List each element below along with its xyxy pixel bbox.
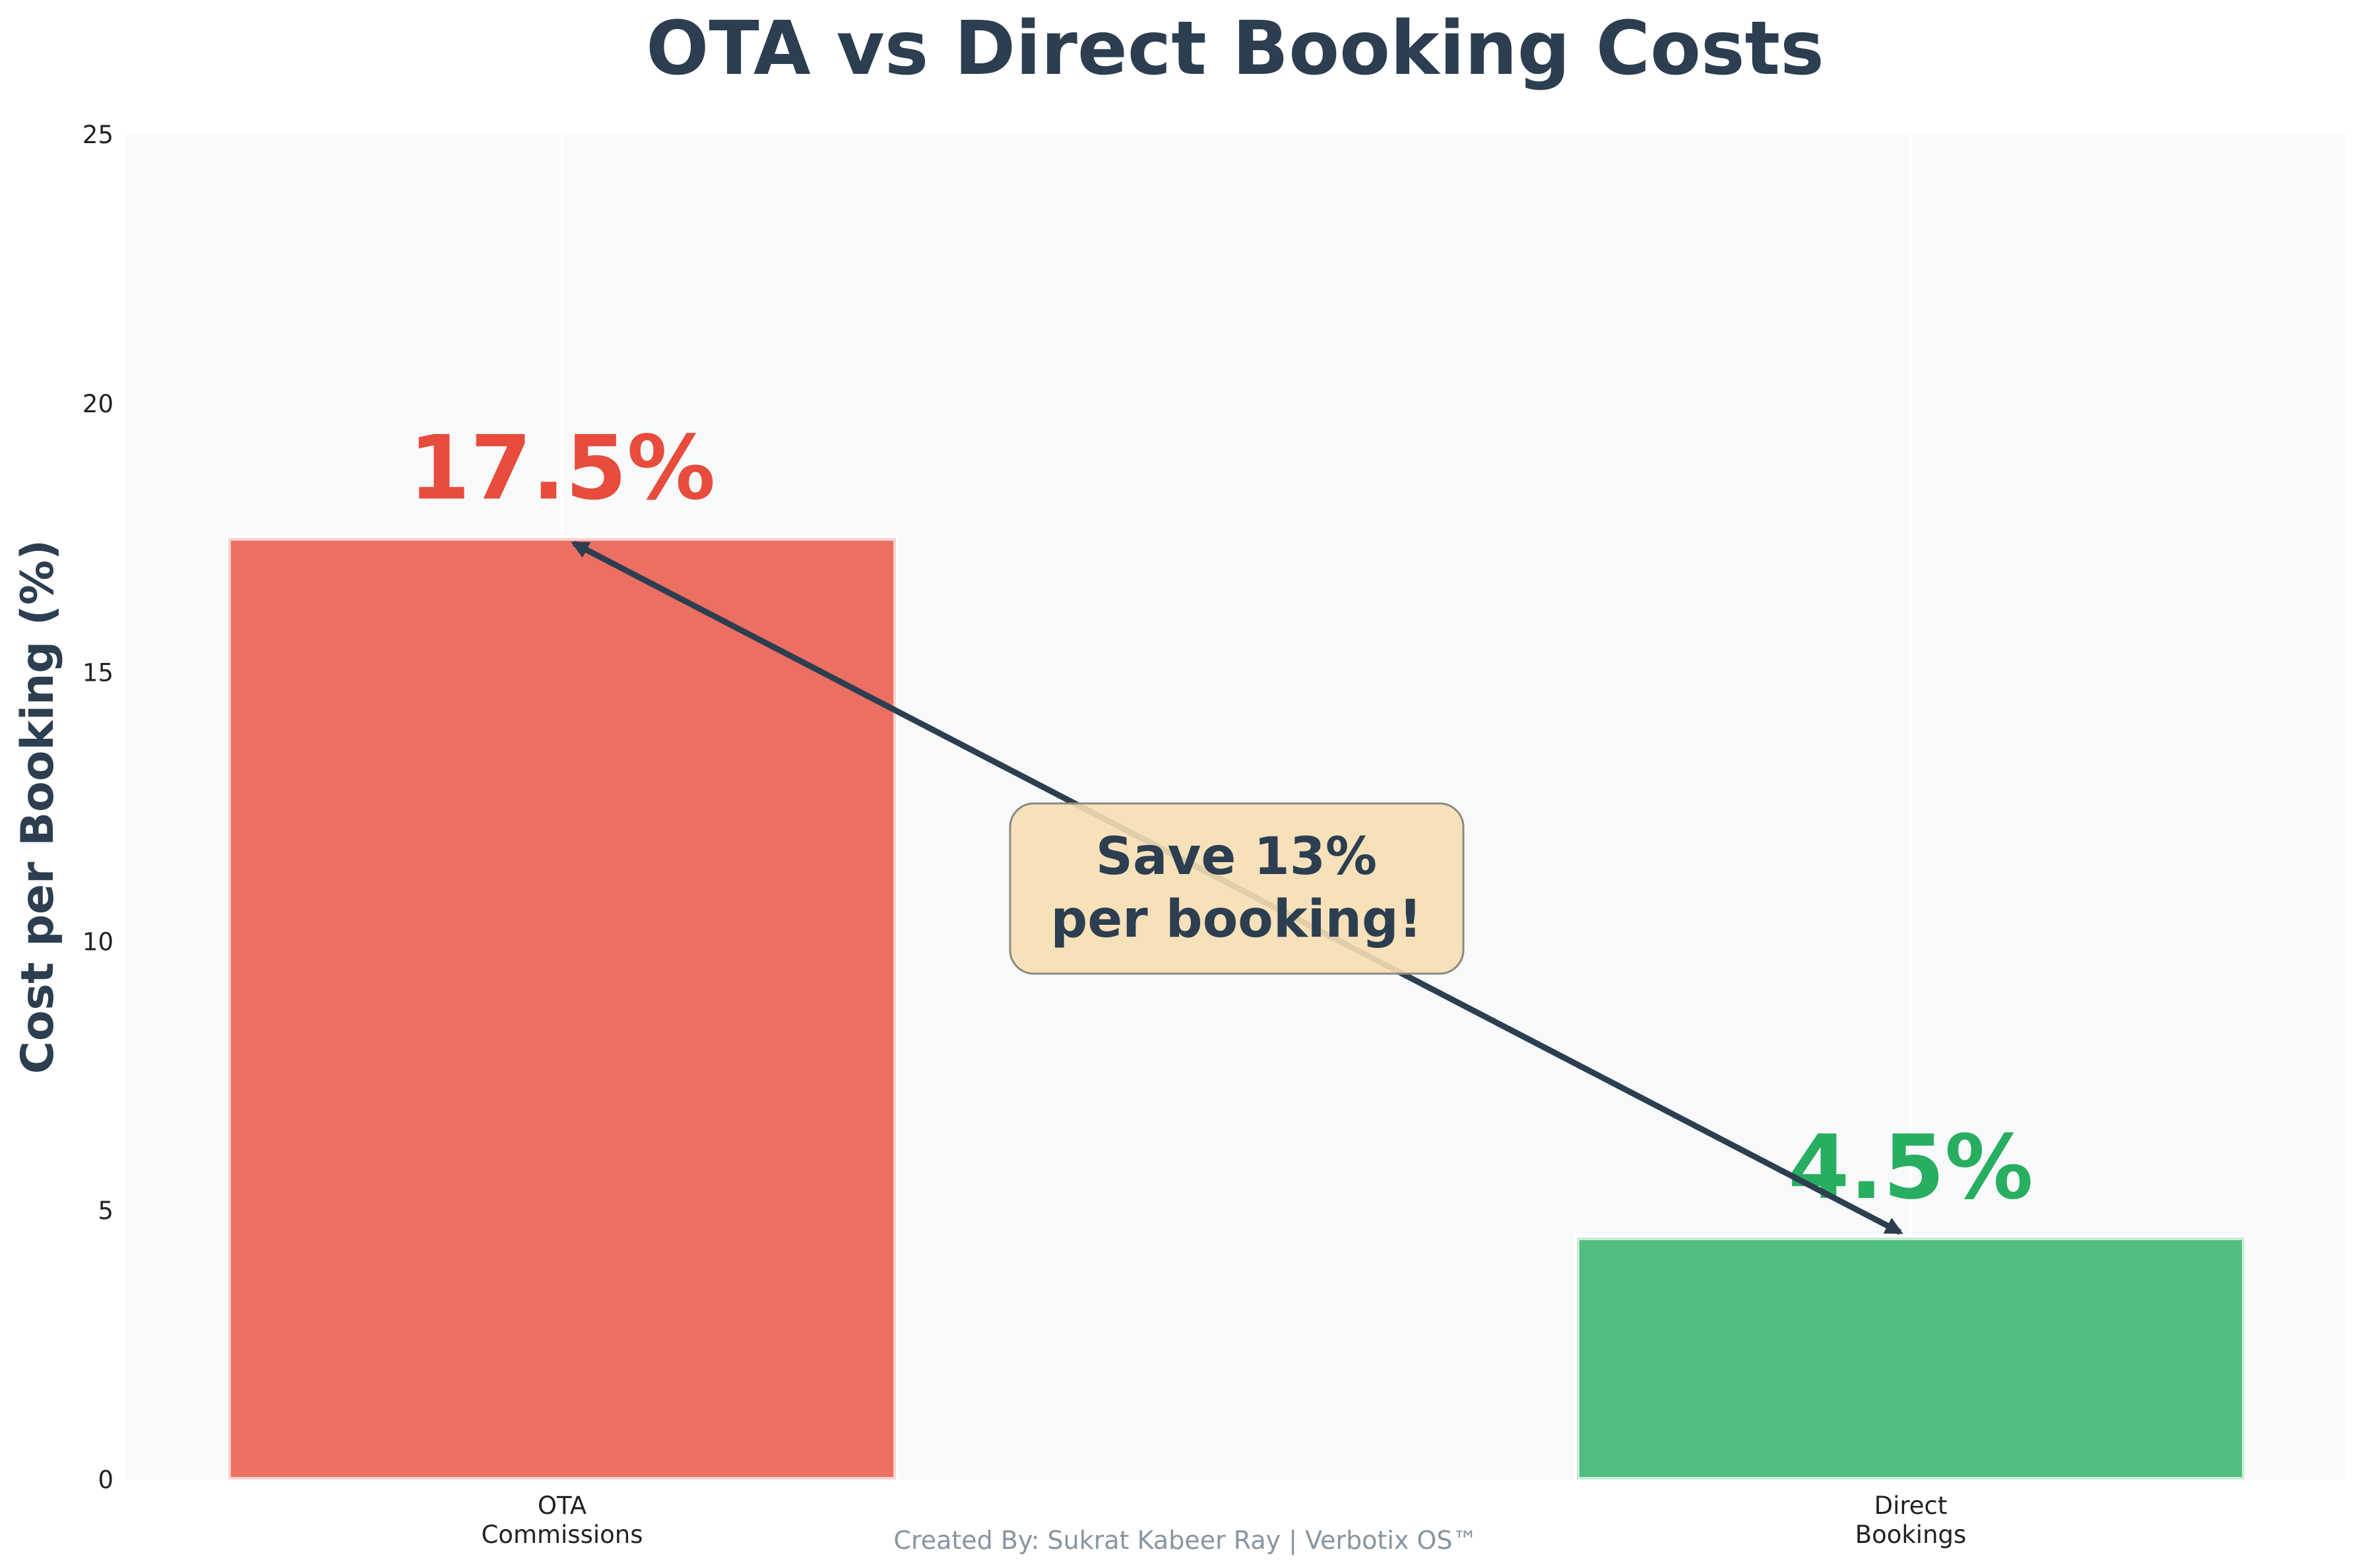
y-tick-label: 0: [98, 1466, 113, 1494]
x-tick-label: Bookings: [1855, 1521, 1967, 1549]
y-tick-label: 20: [82, 390, 113, 418]
y-axis-label: Cost per Booking (%): [12, 540, 64, 1074]
x-tick-label: Commissions: [481, 1521, 643, 1549]
bar-1: [1574, 1234, 2247, 1482]
value-label: 17.5%: [409, 417, 716, 520]
value-label: 4.5%: [1788, 1116, 2033, 1219]
x-tick-label: OTA: [538, 1491, 587, 1520]
chart-title: OTA vs Direct Booking Costs: [646, 6, 1824, 92]
annotation-box: Save 13% per booking!: [1009, 802, 1465, 975]
y-tick-label: 15: [82, 659, 113, 687]
x-tick-label: Direct: [1874, 1491, 1948, 1520]
annotation-line-2: per booking!: [1051, 890, 1422, 949]
bar-0: [226, 535, 899, 1483]
y-tick-label: 25: [82, 121, 113, 149]
footer-credit: Created By: Sukrat Kabeer Ray | Verbotix…: [893, 1526, 1477, 1555]
y-tick-label: 10: [82, 927, 113, 956]
annotation-line-1: Save 13%: [1096, 827, 1377, 887]
y-tick-label: 5: [98, 1197, 113, 1225]
